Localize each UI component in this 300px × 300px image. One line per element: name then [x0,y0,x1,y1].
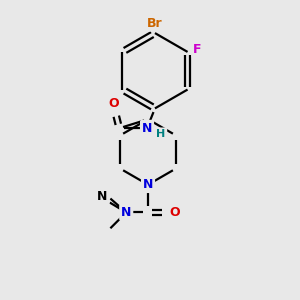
Text: Br: Br [147,17,163,30]
Text: N: N [121,206,131,219]
Text: O: O [108,97,119,110]
Text: N: N [143,178,153,191]
Text: N: N [97,190,108,203]
Text: F: F [193,44,202,56]
Text: N: N [142,122,152,135]
Text: O: O [169,206,180,219]
Text: H: H [156,129,166,139]
